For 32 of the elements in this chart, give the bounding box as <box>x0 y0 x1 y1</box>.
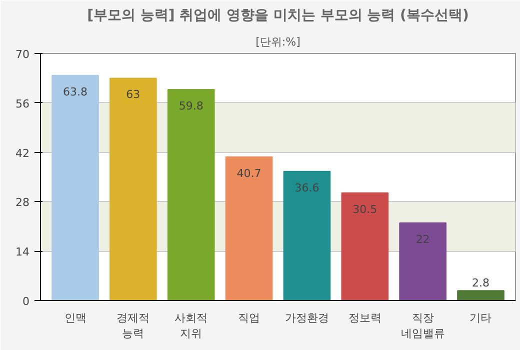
y-tick-label: 56 <box>16 97 30 110</box>
x-tick-label: 인맥 <box>64 312 86 324</box>
x-tick-label: 경제적 능력 <box>116 312 150 340</box>
bar <box>457 290 504 300</box>
y-tick-label: 42 <box>16 146 30 160</box>
y-tick-label: 70 <box>16 48 30 61</box>
x-tick-label: 정보력 <box>348 312 382 324</box>
chart-subtitle: [단위:%] <box>256 36 300 48</box>
x-tick-label: 직장 네임밸류 <box>400 312 445 340</box>
bar <box>110 78 157 300</box>
x-tick-label: 사회적 지위 <box>174 312 208 340</box>
data-label: 36.6 <box>294 181 320 194</box>
data-label: 59.8 <box>178 99 204 112</box>
data-label: 40.7 <box>236 166 262 180</box>
data-label: 22 <box>416 232 430 246</box>
y-tick-label: 0 <box>22 295 30 308</box>
bar <box>167 88 215 300</box>
bar <box>399 222 446 300</box>
bar <box>283 170 331 300</box>
y-tick-label: 28 <box>16 196 30 210</box>
x-tick-label: 기타 <box>470 312 492 324</box>
data-label: 30.5 <box>352 202 378 216</box>
chart-title: [부모의 능력] 취업에 영향을 미치는 부모의 능력 (복수선택) <box>87 8 469 24</box>
x-tick-label: 가정환경 <box>284 312 329 324</box>
bar <box>52 74 99 300</box>
y-tick-label: 14 <box>16 246 30 259</box>
data-label: 63 <box>126 88 140 102</box>
x-tick-label: 직업 <box>238 312 260 324</box>
bar <box>225 156 273 300</box>
bar <box>341 192 389 300</box>
data-label: 2.8 <box>472 276 490 290</box>
data-label: 63.8 <box>63 85 88 98</box>
